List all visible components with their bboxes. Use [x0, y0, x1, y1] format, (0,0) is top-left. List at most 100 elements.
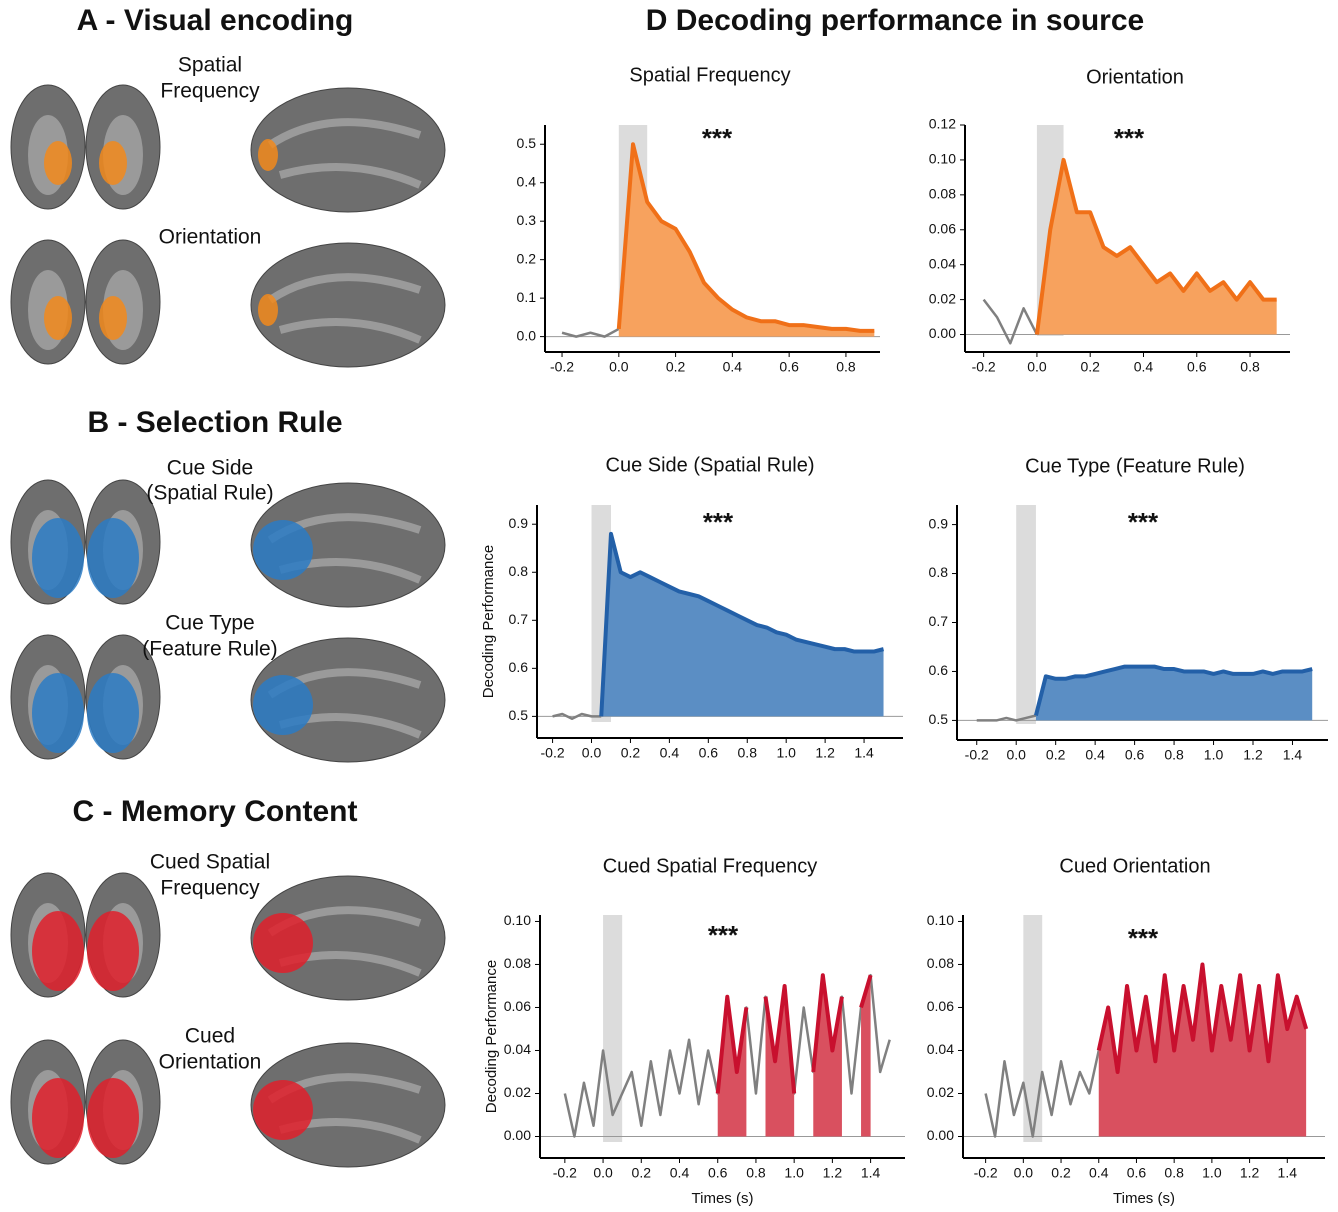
x-tick-label: 0.8 — [738, 745, 758, 761]
brain-label: Orientation — [159, 1051, 262, 1074]
x-tick-label: 1.0 — [1204, 747, 1224, 763]
y-tick-label: 0.9 — [509, 515, 529, 531]
brain-label: Cued — [185, 1025, 235, 1048]
area — [601, 533, 884, 717]
y-tick-label: 0.02 — [504, 1084, 531, 1100]
y-tick-label: 0.0 — [517, 327, 537, 343]
section-title: D Decoding performance in source — [646, 4, 1144, 37]
y-tick-label: 0.10 — [504, 912, 531, 928]
activation — [87, 518, 139, 598]
y-tick-label: 0.02 — [927, 1084, 954, 1100]
activation — [87, 911, 139, 991]
y-tick-label: 0.10 — [929, 151, 956, 167]
x-tick-label: 1.0 — [776, 745, 796, 761]
annotation: *** — [702, 123, 733, 153]
y-tick-label: 0.06 — [929, 220, 956, 236]
line — [1034, 664, 1313, 717]
panel-title: C - Memory Content — [73, 795, 358, 828]
line — [763, 983, 797, 1094]
x-tick-label: 0.6 — [708, 1165, 728, 1181]
brain-lateral — [250, 1042, 446, 1168]
y-tick-label: 0.06 — [504, 998, 531, 1014]
area — [1098, 964, 1307, 1137]
brain-views — [10, 239, 446, 368]
y-tick-label: 0.7 — [509, 611, 529, 627]
y-tick-label: 0.04 — [929, 255, 956, 271]
brain-label: Frequency — [160, 80, 260, 103]
chart-title: Orientation — [1086, 66, 1184, 88]
x-tick-label: 1.0 — [1202, 1165, 1222, 1181]
brain-lateral — [250, 875, 446, 1001]
line — [715, 994, 749, 1094]
brain-label: (Feature Rule) — [142, 638, 277, 661]
annotation: *** — [1128, 507, 1159, 537]
x-tick-label: 0.8 — [1164, 1165, 1184, 1181]
y-tick-label: 0.08 — [927, 955, 954, 971]
annotation: *** — [1128, 923, 1159, 953]
activation — [258, 139, 278, 171]
brain-views — [10, 872, 446, 1001]
x-tick-label: 1.0 — [784, 1165, 804, 1181]
x-tick-label: 1.4 — [861, 1165, 881, 1181]
activation — [99, 296, 127, 340]
activation — [32, 673, 84, 753]
brain-label: (Spatial Rule) — [146, 482, 273, 505]
line — [982, 298, 1039, 345]
x-tick-label: 0.4 — [1134, 359, 1154, 375]
x-axis-label: Times (s) — [1113, 1190, 1175, 1207]
y-tick-label: 0.8 — [929, 564, 949, 580]
line — [616, 142, 875, 333]
y-tick-label: 0.06 — [927, 998, 954, 1014]
y-tick-label: 0.5 — [509, 707, 529, 723]
activation — [253, 1080, 313, 1140]
activation — [99, 141, 127, 185]
y-tick-label: 0.08 — [929, 186, 956, 202]
stimulus-window — [1016, 505, 1036, 724]
x-tick-label: 0.2 — [621, 745, 641, 761]
chart: Cue Type (Feature Rule) -0.2 0.0 0.2 0.4 0.6 0… — [929, 455, 1328, 763]
x-tick-label: 0.0 — [1006, 747, 1026, 763]
x-tick-label: 0.6 — [779, 359, 799, 375]
annotation: *** — [1114, 123, 1145, 153]
y-tick-label: 0.3 — [517, 212, 537, 228]
area — [861, 975, 871, 1137]
brain-views — [10, 1039, 446, 1168]
x-tick-label: 0.6 — [1125, 747, 1145, 763]
x-tick-label: 0.2 — [666, 359, 686, 375]
y-tick-label: 0.5 — [517, 135, 537, 151]
y-tick-label: 0.10 — [927, 912, 954, 928]
x-tick-label: -0.2 — [553, 1165, 577, 1181]
x-tick-label: 1.2 — [1240, 1165, 1260, 1181]
x-tick-label: 0.4 — [670, 1165, 690, 1181]
y-tick-label: 0.02 — [929, 290, 956, 306]
x-tick-label: 1.4 — [1283, 747, 1303, 763]
chart-title: Spatial Frequency — [629, 64, 790, 86]
activation — [253, 520, 313, 580]
x-tick-label: 0.4 — [1089, 1165, 1109, 1181]
chart: Orientation -0.2 0.0 0.2 0.4 0.6 0.8 0.00 0.02 0.… — [929, 66, 1290, 375]
chart: Cue Side (Spatial Rule) -0.2 0.0 0.2 0.4 0.6 0… — [480, 454, 903, 761]
brain-views — [10, 479, 446, 608]
chart-title: Cue Side (Spatial Rule) — [606, 454, 815, 476]
x-tick-label: 0.0 — [593, 1165, 613, 1181]
brain-lateral — [250, 482, 446, 608]
x-tick-label: 1.2 — [1243, 747, 1263, 763]
activation — [253, 675, 313, 735]
chart: Spatial Frequency -0.2 0.0 0.2 0.4 0.6 0.8 0.0 0… — [517, 64, 880, 375]
line — [984, 1050, 1100, 1138]
annotation: *** — [703, 507, 734, 537]
area — [618, 144, 875, 337]
y-tick-label: 0.8 — [509, 563, 529, 579]
activation — [258, 294, 278, 326]
line — [552, 712, 602, 721]
y-tick-label: 0.08 — [504, 955, 531, 971]
activation — [44, 296, 72, 340]
brain-lateral — [250, 637, 446, 763]
y-tick-label: 0.2 — [517, 250, 537, 266]
x-tick-label: 0.0 — [582, 745, 602, 761]
y-axis-label: Decoding Performance — [483, 960, 500, 1113]
y-axis-label: Decoding Performance — [480, 545, 497, 698]
x-tick-label: -0.2 — [974, 1165, 998, 1181]
x-tick-label: 1.2 — [823, 1165, 843, 1181]
